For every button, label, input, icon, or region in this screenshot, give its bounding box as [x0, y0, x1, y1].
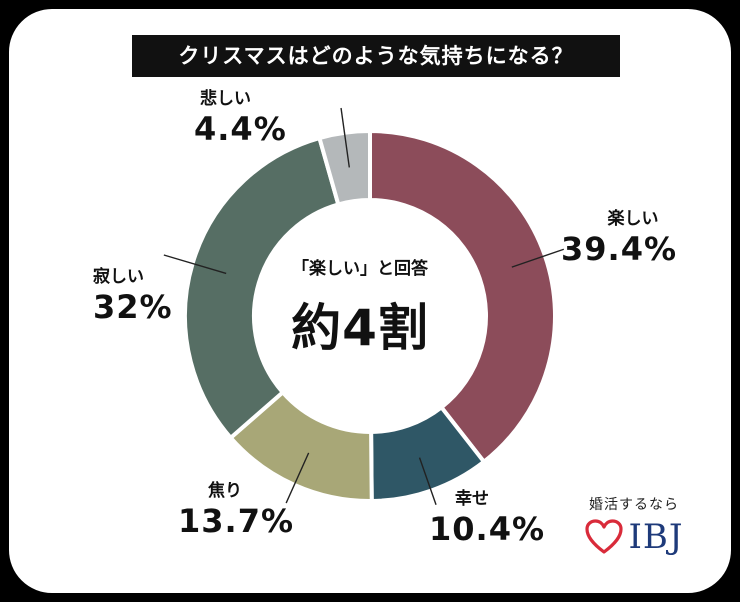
brand-mark: IBJ: [574, 518, 694, 556]
donut-slices: [183, 129, 557, 503]
brand-logo: 婚活するなら IBJ: [574, 494, 694, 556]
slice-name: 寂しい: [93, 267, 144, 287]
slice-name: 幸せ: [455, 489, 489, 509]
slice-label-shiawase: 幸せ 10.4%: [429, 488, 545, 548]
slice-percent: 10.4%: [429, 510, 546, 548]
center-headline: 約4割: [291, 299, 429, 357]
leader-line: [163, 254, 227, 275]
center-subtitle: 「楽しい」と回答: [292, 259, 428, 279]
slice-label-kanashii: 悲しい 4.4%: [194, 88, 287, 148]
slice-label-tanoshii: 楽しい 39.4%: [561, 208, 683, 268]
brand-tagline: 婚活するなら: [589, 497, 679, 513]
chart-title: クリスマスはどのような気持ちになる？: [132, 35, 620, 77]
leader-line: [340, 107, 351, 168]
slice-percent: 32%: [93, 288, 173, 326]
slice-percent: 13.7%: [178, 502, 295, 540]
leader-line: [285, 452, 310, 504]
slice-label-aseri: 焦り 13.7%: [178, 480, 294, 540]
leader-lines: [163, 107, 565, 506]
slice-name: 焦り: [208, 481, 242, 501]
slice-percent: 39.4%: [561, 230, 678, 268]
slice-kanashii: [317, 129, 372, 207]
heart-icon: [585, 519, 624, 554]
brand-word: IBJ: [628, 517, 684, 557]
slice-tanoshii: [368, 129, 557, 464]
leader-line: [418, 457, 437, 506]
slice-label-sabishii: 寂しい 32%: [93, 266, 173, 326]
slice-sabishii: [183, 136, 341, 440]
leader-line: [511, 248, 565, 268]
slice-name: 悲しい: [200, 89, 251, 109]
slice-percent: 4.4%: [194, 110, 287, 148]
slice-name: 楽しい: [607, 209, 659, 229]
